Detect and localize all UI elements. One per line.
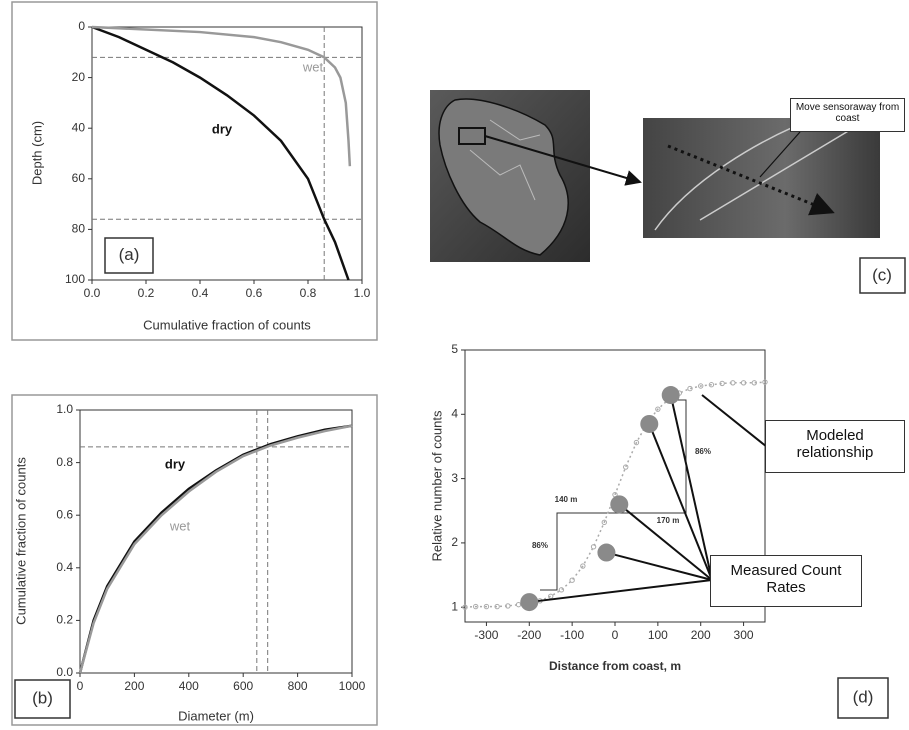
annotation: 86% [695,447,711,456]
x-tick-label: 0 [77,679,84,693]
series-line [80,426,352,673]
series-line [80,426,352,673]
y-tick-label: 0 [78,19,85,33]
panel-label: (d) [853,687,874,706]
callout-leader [702,395,767,447]
y-tick-label: 20 [72,70,86,84]
y-axis-label: Depth (cm) [29,121,44,185]
x-tick-label: 0 [612,628,619,642]
measured-point [610,495,628,513]
annotation: 86% [532,541,548,550]
plot-frame [80,410,352,673]
y-tick-label: 0.2 [56,613,73,627]
y-tick-label: 5 [451,342,458,356]
y-tick-label: 3 [451,471,458,485]
x-tick-label: -200 [517,628,541,642]
x-tick-label: 0.0 [84,286,101,300]
measured-point [597,544,615,562]
annotation: 140 m [555,495,578,504]
figure: (c) 0.00.20.40.60.81.0020406080100Cumula… [0,0,909,730]
y-tick-label: 0.8 [56,455,73,469]
measured-point [662,386,680,404]
y-tick-label: 100 [65,272,85,286]
x-tick-label: 400 [179,679,199,693]
image-callout: Move sensoraway from coast [790,98,905,132]
model-point [570,578,574,582]
x-tick-label: 100 [648,628,668,642]
x-tick-label: 0.8 [300,286,317,300]
series-label: wet [169,518,191,533]
x-tick-label: 0.6 [246,286,263,300]
x-tick-label: 800 [288,679,308,693]
panel-label: (c) [872,265,892,284]
y-tick-label: 40 [72,120,86,134]
y-tick-label: 1 [451,599,458,613]
callout: Modeled relationship [765,420,905,473]
y-tick-label: 2 [451,535,458,549]
x-tick-label: 1000 [339,679,366,693]
x-tick-label: -300 [474,628,498,642]
x-tick-label: 600 [233,679,253,693]
x-tick-label: 0.2 [138,286,155,300]
y-tick-label: 4 [451,406,458,420]
panel-label: (a) [119,245,140,264]
x-tick-label: 200 [124,679,144,693]
y-tick-label: 0.4 [56,560,73,574]
x-tick-label: -100 [560,628,584,642]
measured-point [640,415,658,433]
series-label: wet [302,59,324,74]
figure-canvas: (c) 0.00.20.40.60.81.0020406080100Cumula… [0,0,909,730]
x-axis-label: Cumulative fraction of counts [143,317,311,332]
y-tick-label: 0.6 [56,507,73,521]
x-tick-label: 300 [734,628,754,642]
series-line [92,27,350,166]
x-tick-label: 0.4 [192,286,209,300]
series-label: dry [212,121,233,136]
y-tick-label: 60 [72,171,86,185]
annotation: 170 m [657,516,680,525]
y-tick-label: 0.0 [56,665,73,679]
measured-point [520,593,538,611]
y-tick-label: 80 [72,222,86,236]
model-point [559,588,563,592]
y-axis-label: Cumulative fraction of counts [13,457,28,625]
panel-label: (b) [32,688,53,707]
x-axis-label: Diameter (m) [178,708,254,723]
y-tick-label: 1.0 [56,402,73,416]
x-tick-label: 1.0 [354,286,371,300]
y-axis-label: Relative number of counts [429,410,444,562]
callout: Measured Count Rates [710,555,862,607]
x-tick-label: 200 [691,628,711,642]
zoom-image [643,118,880,238]
series-label: dry [165,456,186,471]
x-axis-label: Distance from coast, m [549,659,681,673]
